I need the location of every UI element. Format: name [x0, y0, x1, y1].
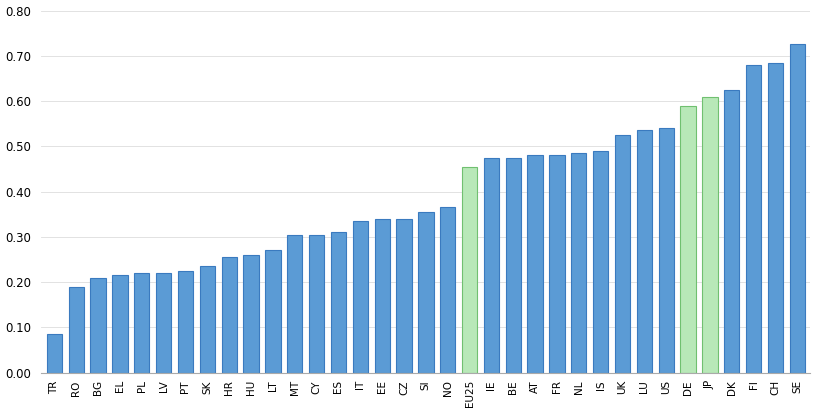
Bar: [615, 135, 630, 373]
Bar: [397, 219, 411, 373]
Bar: [156, 273, 171, 373]
Bar: [636, 131, 652, 373]
Bar: [200, 266, 215, 373]
Bar: [527, 155, 543, 373]
Bar: [222, 257, 237, 373]
Bar: [593, 151, 608, 373]
Bar: [353, 221, 368, 373]
Bar: [375, 219, 390, 373]
Bar: [484, 158, 499, 373]
Bar: [571, 153, 587, 373]
Bar: [330, 232, 346, 373]
Bar: [265, 250, 281, 373]
Bar: [659, 128, 674, 373]
Bar: [91, 278, 106, 373]
Bar: [243, 255, 259, 373]
Bar: [746, 65, 761, 373]
Bar: [309, 235, 324, 373]
Bar: [724, 90, 739, 373]
Bar: [681, 106, 696, 373]
Bar: [462, 167, 477, 373]
Bar: [790, 45, 805, 373]
Bar: [178, 271, 193, 373]
Bar: [287, 235, 303, 373]
Bar: [134, 273, 149, 373]
Bar: [419, 212, 433, 373]
Bar: [549, 155, 565, 373]
Bar: [440, 207, 455, 373]
Bar: [768, 63, 783, 373]
Bar: [113, 275, 127, 373]
Bar: [506, 158, 521, 373]
Bar: [69, 287, 84, 373]
Bar: [47, 334, 62, 373]
Bar: [703, 97, 717, 373]
